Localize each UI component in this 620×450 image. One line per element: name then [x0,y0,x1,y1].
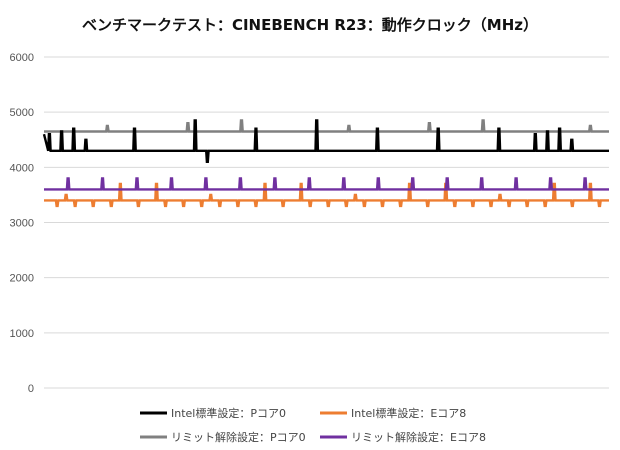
legend-label: リミット解除設定：Eコア8 [351,430,486,444]
y-tick-label: 0 [28,383,34,395]
series-line-0 [42,119,609,163]
legend-label: Intel標準設定：Eコア8 [351,406,466,420]
legend: Intel標準設定：Pコア0 Intel標準設定：Eコア8 リミット解除設定：Pコア… [140,406,486,444]
y-tick-label: 5000 [10,107,34,119]
series-line-3 [44,177,609,191]
legend-label: Intel標準設定：Pコア0 [171,406,286,420]
y-axis-ticks: 0 1000 2000 3000 4000 5000 6000 [10,52,34,395]
y-tick-label: 4000 [10,162,34,174]
series-layer [42,119,609,208]
legend-label: リミット解除設定：Pコア0 [171,430,306,444]
y-tick-label: 2000 [10,273,34,285]
y-tick-label: 3000 [10,218,34,230]
series-line-2 [44,119,609,133]
gridlines [44,56,609,389]
series-line-1 [44,182,609,208]
chart-title: ベンチマークテスト：CINEBENCH R23：動作クロック（MHz） [82,16,538,34]
y-tick-label: 1000 [10,328,34,340]
y-tick-label: 6000 [10,52,34,64]
